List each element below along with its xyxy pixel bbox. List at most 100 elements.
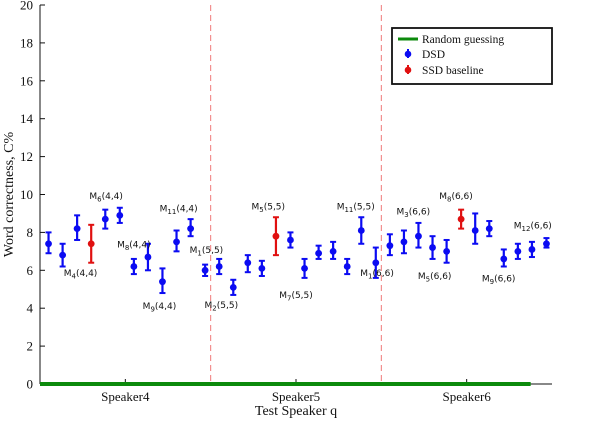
dsd-point: [415, 221, 422, 249]
dsd-point: [258, 259, 266, 277]
dsd-point: [301, 257, 308, 279]
dsd-marker: [343, 263, 351, 270]
x-tick-label: Speaker5: [272, 389, 320, 404]
dsd-marker: [372, 259, 380, 267]
ssd-marker: [457, 215, 465, 223]
model-annotation: M1(6,6): [360, 269, 394, 281]
legend-ssd-marker: [404, 66, 412, 74]
dsd-point: [159, 267, 166, 295]
dsd-point: [187, 218, 195, 238]
dsd-marker: [159, 278, 166, 286]
dsd-marker: [471, 227, 479, 234]
dsd-marker: [500, 255, 508, 263]
dsd-marker: [73, 225, 81, 233]
dsd-point: [372, 246, 380, 279]
dsd-point: [59, 242, 67, 268]
dsd-marker: [215, 263, 223, 270]
y-axis-ticks: 0 2 4 6 8 10 12 14 16 18 20: [20, 0, 45, 392]
dsd-point: [201, 263, 209, 277]
dsd-marker: [59, 251, 67, 259]
dsd-marker: [244, 259, 252, 267]
dsd-marker: [301, 265, 308, 272]
dsd-point: [429, 235, 436, 260]
dsd-marker: [514, 247, 522, 255]
dsd-marker: [144, 253, 152, 261]
dsd-point: [443, 238, 451, 264]
legend-ssd-label: SSD baseline: [422, 65, 484, 77]
dsd-marker: [287, 236, 294, 244]
dsd-marker: [173, 238, 180, 246]
dsd-marker: [116, 211, 124, 219]
ssd-marker: [272, 232, 280, 240]
y-tick-label: 12: [20, 149, 33, 164]
dsd-point: [357, 216, 365, 245]
dsd-point: [229, 278, 237, 296]
speaker-separators: [210, 5, 382, 384]
model-annotation: M11(5,5): [337, 203, 375, 215]
model-annotation: M5(6,6): [418, 272, 452, 284]
legend-item-ssd: SSD baseline: [404, 65, 484, 77]
y-tick-label: 20: [20, 0, 33, 13]
dsd-marker: [357, 227, 365, 234]
legend: Random guessing DSD SSD baseline: [391, 27, 553, 85]
legend-random-label: Random guessing: [422, 34, 504, 46]
y-tick-label: 8: [27, 225, 34, 240]
model-annotation: M8(4,4): [117, 241, 151, 253]
dsd-marker: [386, 242, 394, 250]
dsd-point: [101, 208, 109, 230]
y-tick-label: 2: [27, 339, 34, 354]
legend-dsd-marker: [404, 50, 412, 58]
dsd-point: [116, 206, 124, 224]
dsd-point: [343, 257, 351, 276]
model-annotation: M4(4,4): [64, 269, 98, 281]
x-axis-title: Test Speaker q: [255, 404, 337, 419]
model-annotation: M1(5,5): [190, 246, 224, 258]
dsd-marker: [187, 225, 195, 233]
dsd-point: [130, 257, 138, 276]
model-annotations: M6(4,4) M4(4,4) M8(4,4) M9(4,4) M11(4,4) M1(5…: [64, 192, 552, 313]
y-tick-label: 4: [27, 301, 34, 316]
dsd-marker: [130, 263, 138, 270]
y-tick-label: 16: [20, 73, 34, 88]
model-annotation: M9(4,4): [143, 302, 177, 314]
legend-item-dsd: DSD: [404, 49, 445, 61]
dsd-point: [400, 229, 408, 255]
dsd-marker: [201, 266, 209, 274]
dsd-point: [73, 214, 81, 241]
dsd-point: [471, 212, 479, 245]
dsd-point: [287, 231, 294, 249]
dsd-marker: [329, 247, 337, 255]
model-annotation: M6(4,4): [89, 192, 123, 204]
dsd-marker: [45, 240, 52, 248]
legend-box: [391, 27, 553, 85]
dsd-point: [329, 240, 337, 260]
model-annotation: M8(6,6): [439, 192, 473, 204]
model-annotation: M7(5,5): [279, 291, 313, 303]
dsd-point: [528, 240, 536, 259]
dsd-marker: [258, 265, 266, 272]
y-tick-label: 18: [20, 35, 33, 50]
dsd-marker: [543, 240, 550, 248]
dsd-point: [244, 254, 252, 274]
ssd-point: [457, 208, 465, 230]
dsd-marker: [415, 232, 422, 240]
dsd-marker: [400, 238, 408, 246]
y-tick-label: 0: [27, 377, 34, 392]
dsd-point: [144, 242, 152, 272]
ssd-point: [272, 216, 280, 257]
dsd-point: [45, 231, 52, 255]
dsd-marker: [315, 249, 323, 257]
y-axis-title: Word correctness, C%: [2, 132, 17, 258]
dsd-point: [386, 233, 394, 257]
dsd-marker: [443, 247, 451, 255]
model-annotation: M5(5,5): [251, 203, 285, 215]
y-tick-label: 6: [27, 263, 34, 278]
dsd-point: [500, 248, 508, 268]
dsd-marker: [429, 244, 436, 251]
dsd-point: [514, 242, 522, 260]
x-tick-label: Speaker6: [442, 389, 491, 404]
dsd-point: [543, 237, 550, 249]
model-annotation: M2(5,5): [205, 301, 239, 313]
data-points: [45, 206, 550, 296]
